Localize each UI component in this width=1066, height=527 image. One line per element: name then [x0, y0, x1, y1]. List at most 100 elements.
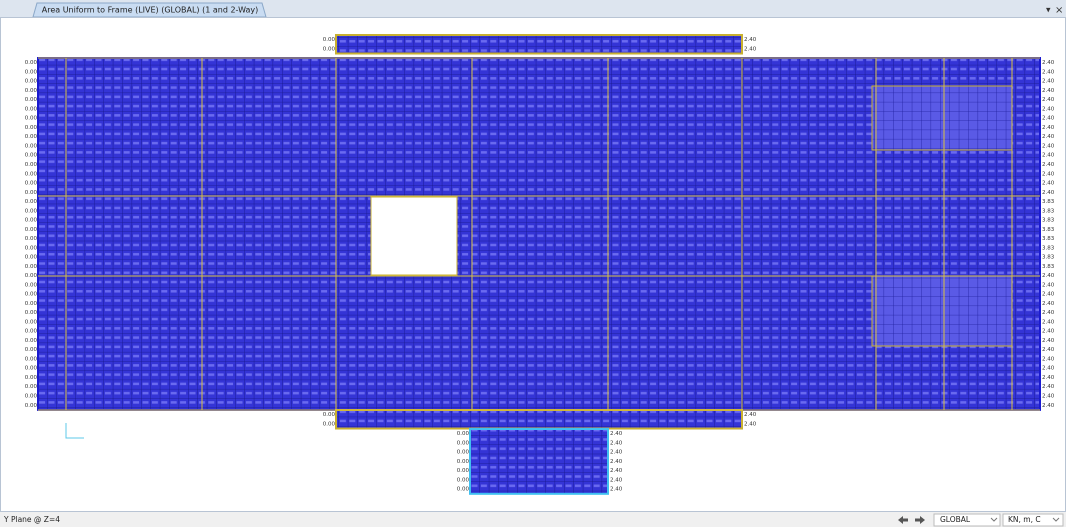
row-start-label: 0.00: [457, 440, 470, 446]
row-end-label: 2.40: [1042, 366, 1055, 372]
row-end-label: 2.40: [1042, 347, 1055, 353]
row-start-label: 0.00: [25, 393, 38, 399]
row-end-label: 2.40: [1042, 393, 1055, 399]
row-start-label: 0.00: [25, 292, 38, 298]
row-end-label: 2.40: [1042, 125, 1055, 131]
slab: [336, 410, 742, 429]
row-start-label: 0.00: [25, 153, 38, 159]
row-start-label: 0.00: [25, 375, 38, 381]
row-end-label: 2.40: [1042, 116, 1055, 122]
row-end-label: 2.40: [744, 37, 757, 43]
tab-title: Area Uniform to Frame (LIVE) (GLOBAL) (1…: [42, 6, 259, 15]
row-end-label: 2.40: [610, 459, 623, 465]
row-end-label: 2.40: [1042, 143, 1055, 149]
row-start-label: 0.00: [25, 190, 38, 196]
row-end-label: 2.40: [1042, 171, 1055, 177]
row-start-label: 0.00: [25, 88, 38, 94]
slab: [336, 35, 742, 54]
row-end-label: 2.40: [1042, 273, 1055, 279]
row-end-label: 2.40: [1042, 356, 1055, 362]
row-start-label: 0.00: [25, 218, 38, 224]
row-start-label: 0.00: [457, 450, 470, 456]
row-end-label: 2.40: [1042, 79, 1055, 85]
row-start-label: 0.00: [25, 356, 38, 362]
row-end-label: 2.40: [1042, 69, 1055, 75]
row-start-label: 0.00: [25, 338, 38, 344]
menu-button[interactable]: ▾: [1046, 6, 1051, 16]
row-start-label: 0.00: [25, 245, 38, 251]
row-end-label: 3.83: [1042, 208, 1055, 214]
row-end-label: 2.40: [744, 421, 757, 427]
row-end-label: 2.40: [1042, 60, 1055, 66]
row-end-label: 2.40: [1042, 190, 1055, 196]
row-start-label: 0.00: [457, 431, 470, 437]
row-start-label: 0.00: [457, 487, 470, 493]
row-end-label: 2.40: [1042, 134, 1055, 140]
row-end-label: 2.40: [744, 412, 757, 418]
units-value: KN, m, C: [1008, 515, 1041, 524]
row-start-label: 0.00: [323, 412, 336, 418]
row-end-label: 2.40: [1042, 310, 1055, 316]
row-end-label: 2.40: [1042, 384, 1055, 390]
row-start-label: 0.00: [25, 171, 38, 177]
row-start-label: 0.00: [25, 366, 38, 372]
row-start-label: 0.00: [25, 106, 38, 112]
row-end-label: 2.40: [1042, 375, 1055, 381]
row-end-label: 2.40: [610, 431, 623, 437]
row-start-label: 0.00: [25, 255, 38, 261]
row-start-label: 0.00: [25, 134, 38, 140]
row-start-label: 0.00: [25, 69, 38, 75]
row-start-label: 0.00: [25, 116, 38, 122]
row-end-label: 3.83: [1042, 218, 1055, 224]
row-start-label: 0.00: [25, 384, 38, 390]
row-start-label: 0.00: [25, 199, 38, 205]
row-end-label: 2.40: [610, 450, 623, 456]
opening: [371, 197, 457, 275]
row-end-label: 3.83: [1042, 245, 1055, 251]
row-start-label: 0.00: [25, 310, 38, 316]
row-end-label: 2.40: [610, 477, 623, 483]
row-start-label: 0.00: [25, 347, 38, 353]
row-start-label: 0.00: [457, 477, 470, 483]
row-end-label: 2.40: [1042, 282, 1055, 288]
slab-patch: [872, 276, 1012, 346]
row-start-label: 0.00: [25, 125, 38, 131]
row-start-label: 0.00: [25, 282, 38, 288]
row-end-label: 3.83: [1042, 255, 1055, 261]
row-start-label: 0.00: [25, 97, 38, 103]
row-start-label: 0.00: [25, 236, 38, 242]
row-start-label: 0.00: [323, 37, 336, 43]
row-end-label: 2.40: [1042, 403, 1055, 409]
row-start-label: 0.00: [25, 143, 38, 149]
row-end-label: 2.40: [1042, 329, 1055, 335]
row-end-label: 2.40: [1042, 97, 1055, 103]
row-end-label: 2.40: [1042, 301, 1055, 307]
row-start-label: 0.00: [25, 60, 38, 66]
row-end-label: 2.40: [610, 440, 623, 446]
row-end-label: 2.40: [610, 487, 623, 493]
row-end-label: 3.83: [1042, 264, 1055, 270]
screen: Area Uniform to Frame (LIVE) (GLOBAL) (1…: [0, 0, 1066, 527]
page: {"tab": {"title": "Area Uniform to Frame…: [0, 0, 1066, 527]
row-end-label: 3.83: [1042, 199, 1055, 205]
row-start-label: 0.00: [457, 459, 470, 465]
close-button[interactable]: ×: [1055, 5, 1063, 16]
row-start-label: 0.00: [323, 421, 336, 427]
row-end-label: 2.40: [1042, 338, 1055, 344]
slab-patch: [872, 86, 1012, 150]
row-start-label: 0.00: [25, 301, 38, 307]
row-end-label: 2.40: [610, 468, 623, 474]
plane-label: Y Plane @ Z=4: [3, 515, 60, 524]
row-start-label: 0.00: [25, 403, 38, 409]
row-end-label: 2.40: [1042, 153, 1055, 159]
row-start-label: 0.00: [25, 208, 38, 214]
row-start-label: 0.00: [25, 79, 38, 85]
row-end-label: 2.40: [1042, 319, 1055, 325]
row-end-label: 3.83: [1042, 227, 1055, 233]
row-start-label: 0.00: [457, 468, 470, 474]
row-start-label: 0.00: [25, 273, 38, 279]
row-end-label: 2.40: [1042, 162, 1055, 168]
row-start-label: 0.00: [25, 162, 38, 168]
row-end-label: 2.40: [1042, 181, 1055, 187]
row-end-label: 2.40: [1042, 88, 1055, 94]
